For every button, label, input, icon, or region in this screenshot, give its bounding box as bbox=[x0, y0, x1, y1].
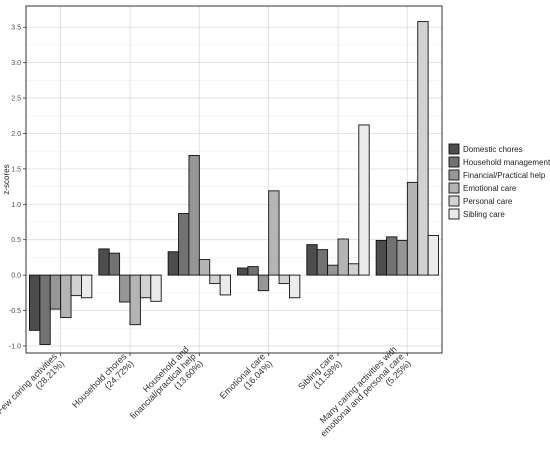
bar bbox=[417, 21, 429, 276]
bar bbox=[108, 252, 121, 276]
y-tick-label: 1.0 bbox=[11, 202, 21, 209]
y-tick-label: -1.0 bbox=[9, 343, 21, 350]
x-tick-label: Sibling care(11.58%) bbox=[296, 351, 343, 398]
x-tick-label: Emotional care(16.04%) bbox=[218, 351, 275, 408]
legend-swatch bbox=[448, 143, 460, 155]
bar bbox=[347, 263, 360, 276]
legend-label: Emotional care bbox=[463, 184, 517, 193]
bar bbox=[375, 239, 387, 276]
y-tick-label: 3.0 bbox=[11, 60, 21, 67]
y-tick-label: 3.5 bbox=[11, 25, 21, 32]
bar bbox=[427, 234, 439, 276]
bar bbox=[167, 251, 179, 276]
legend-label: Household management bbox=[463, 158, 550, 167]
x-tick-label-text: Few caring activities(28.21%) bbox=[0, 351, 67, 423]
x-tick-label: Few caring activities(28.21%) bbox=[0, 351, 67, 423]
y-tick-label: 0.0 bbox=[11, 273, 21, 280]
x-tick-label: Household chores(24.72%) bbox=[70, 351, 136, 417]
x-tick-label-text: Household chores(24.72%) bbox=[70, 351, 136, 417]
legend-swatch bbox=[448, 208, 460, 220]
legend-swatch bbox=[448, 169, 460, 181]
y-tick-label: 0.5 bbox=[11, 237, 21, 244]
bar bbox=[198, 259, 211, 276]
bar bbox=[60, 274, 72, 319]
plot-panel-border bbox=[25, 5, 443, 354]
bar bbox=[386, 236, 398, 276]
y-tick-label: 1.5 bbox=[11, 166, 21, 173]
y-axis-label: z-scores bbox=[2, 164, 11, 194]
legend-swatch bbox=[448, 195, 460, 207]
bar bbox=[70, 274, 82, 297]
bar bbox=[98, 248, 110, 276]
bar bbox=[188, 154, 200, 276]
y-tick-label: 2.5 bbox=[11, 96, 21, 103]
y-tick-label: -0.5 bbox=[9, 308, 21, 315]
x-tick-label-line: financial/practical help bbox=[128, 351, 198, 421]
bar bbox=[396, 239, 408, 276]
x-axis: Few caring activities(28.21%) Household c… bbox=[0, 344, 413, 438]
bar bbox=[29, 274, 41, 331]
bar bbox=[358, 124, 370, 276]
x-tick-label-text: Household andfinancial/practical help(13… bbox=[121, 344, 205, 428]
bars-layer bbox=[29, 21, 439, 345]
bar bbox=[257, 274, 270, 292]
legend-swatch bbox=[448, 156, 460, 168]
bar bbox=[129, 274, 141, 326]
bar bbox=[209, 274, 221, 285]
x-tick-label-line: Few caring activities bbox=[0, 351, 59, 416]
legend-swatch bbox=[448, 182, 460, 194]
bar bbox=[237, 267, 249, 276]
bar bbox=[247, 266, 259, 276]
bar bbox=[139, 274, 152, 299]
bar bbox=[119, 274, 131, 303]
bar bbox=[150, 274, 162, 302]
bar bbox=[278, 274, 290, 285]
bar bbox=[289, 274, 301, 299]
bar bbox=[178, 213, 190, 276]
bar bbox=[337, 238, 349, 276]
bar bbox=[327, 264, 339, 276]
bar bbox=[219, 274, 231, 296]
y-tick-label: 2.0 bbox=[11, 131, 21, 138]
x-tick-label: Household andfinancial/practical help(13… bbox=[121, 344, 205, 428]
x-tick-label-text: Emotional care(16.04%) bbox=[218, 351, 275, 408]
legend-label: Sibling care bbox=[463, 210, 505, 219]
legend: Domestic chores Household management Finan… bbox=[448, 143, 550, 220]
bar bbox=[268, 190, 280, 276]
legend-label: Personal care bbox=[463, 197, 513, 206]
bar bbox=[406, 181, 419, 276]
grid-layer bbox=[26, 6, 442, 353]
bar bbox=[306, 244, 318, 276]
bar bbox=[316, 249, 329, 276]
legend-label: Financial/Practical help bbox=[463, 171, 546, 180]
legend-label: Domestic chores bbox=[463, 145, 523, 154]
bar bbox=[81, 274, 93, 299]
bar bbox=[49, 274, 62, 310]
x-tick-label-text: Sibling care(11.58%) bbox=[296, 351, 343, 398]
y-axis: -1.0 -0.5 0.0 0.5 1.0 1.5 2.0 2.5 3.0 3.5 bbox=[9, 25, 26, 350]
bar bbox=[39, 274, 51, 345]
